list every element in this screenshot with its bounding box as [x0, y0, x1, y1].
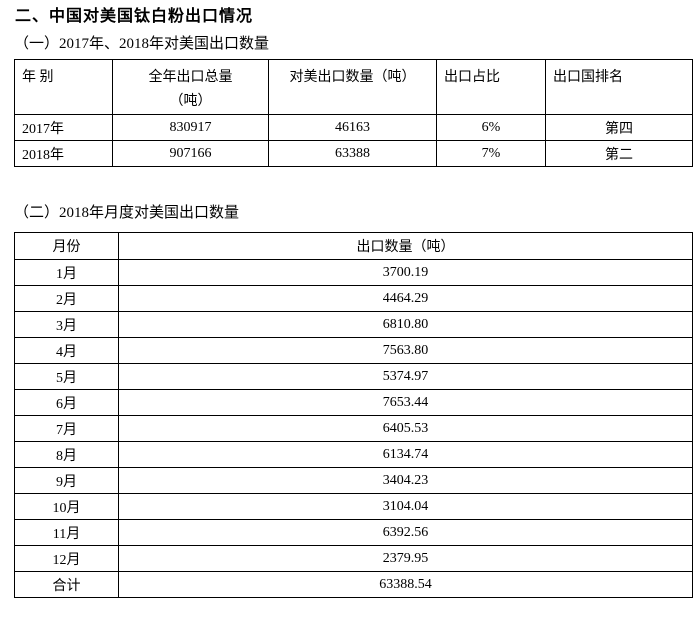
header-year: 年 别	[14, 59, 113, 115]
header-country-rank: 出口国排名	[545, 59, 693, 115]
month-cell: 7月	[14, 415, 119, 442]
header-us-quantity: 对美出口数量（吨）	[268, 59, 437, 115]
total-cell: 907166	[112, 140, 269, 167]
month-cell: 9月	[14, 467, 119, 494]
section1-heading: （一）2017年、2018年对美国出口数量	[14, 36, 270, 52]
month-cell: 11月	[14, 519, 119, 546]
monthly-export-table: 月份 出口数量（吨） 1月 3700.19 2月 4464.29 3月 6810…	[14, 232, 693, 598]
table-row: 4月 7563.80	[14, 337, 693, 364]
us-quantity-cell: 46163	[268, 114, 437, 141]
header-total-volume: 全年出口总量 （吨）	[112, 59, 269, 115]
table-row: 10月 3104.04	[14, 493, 693, 520]
month-cell: 4月	[14, 337, 119, 364]
month-cell: 5月	[14, 363, 119, 390]
table-row: 2月 4464.29	[14, 285, 693, 312]
quantity-cell: 6392.56	[118, 519, 693, 546]
quantity-cell: 7653.44	[118, 389, 693, 416]
page-title: 二、中国对美国钛白粉出口情况	[15, 8, 254, 25]
header-total-volume-line1: 全年出口总量	[148, 70, 233, 85]
quantity-cell: 6405.53	[118, 415, 693, 442]
month-cell: 3月	[14, 311, 119, 338]
year-cell: 2017年	[14, 114, 113, 141]
month-cell: 1月	[14, 259, 119, 286]
table-row: 11月 6392.56	[14, 519, 693, 546]
quantity-cell: 7563.80	[118, 337, 693, 364]
month-cell: 合计	[14, 571, 119, 598]
table-row: 1月 3700.19	[14, 259, 693, 286]
table-row: 8月 6134.74	[14, 441, 693, 468]
table-row: 6月 7653.44	[14, 389, 693, 416]
table-header-row: 年 别 全年出口总量 （吨） 对美出口数量（吨） 出口占比 出口国排名	[14, 59, 693, 115]
month-cell: 10月	[14, 493, 119, 520]
header-month: 月份	[14, 232, 119, 260]
table-row: 3月 6810.80	[14, 311, 693, 338]
month-cell: 8月	[14, 441, 119, 468]
quantity-cell: 3700.19	[118, 259, 693, 286]
header-total-volume-line2: （吨）	[169, 94, 212, 109]
table-row: 合计 63388.54	[14, 571, 693, 598]
rank-cell: 第四	[545, 114, 693, 141]
month-cell: 2月	[14, 285, 119, 312]
table-row: 5月 5374.97	[14, 363, 693, 390]
us-quantity-cell: 63388	[268, 140, 437, 167]
header-quantity: 出口数量（吨）	[118, 232, 693, 260]
quantity-cell: 2379.95	[118, 545, 693, 572]
quantity-cell: 63388.54	[118, 571, 693, 598]
quantity-cell: 5374.97	[118, 363, 693, 390]
month-cell: 6月	[14, 389, 119, 416]
table-row: 7月 6405.53	[14, 415, 693, 442]
year-cell: 2018年	[14, 140, 113, 167]
quantity-cell: 6134.74	[118, 441, 693, 468]
share-cell: 6%	[436, 114, 546, 141]
quantity-cell: 3404.23	[118, 467, 693, 494]
table-header-row: 月份 出口数量（吨）	[14, 232, 693, 260]
document-page: 二、中国对美国钛白粉出口情况 （一）2017年、2018年对美国出口数量 年 别…	[14, 8, 693, 598]
quantity-cell: 6810.80	[118, 311, 693, 338]
table-row: 12月 2379.95	[14, 545, 693, 572]
yearly-export-table: 年 别 全年出口总量 （吨） 对美出口数量（吨） 出口占比 出口国排名 2017…	[14, 59, 693, 167]
header-export-share: 出口占比	[436, 59, 546, 115]
share-cell: 7%	[436, 140, 546, 167]
table-row: 2018年 907166 63388 7% 第二	[14, 140, 693, 167]
table-row: 9月 3404.23	[14, 467, 693, 494]
section2-heading: （二）2018年月度对美国出口数量	[14, 205, 240, 221]
month-cell: 12月	[14, 545, 119, 572]
rank-cell: 第二	[545, 140, 693, 167]
quantity-cell: 4464.29	[118, 285, 693, 312]
table-row: 2017年 830917 46163 6% 第四	[14, 114, 693, 141]
quantity-cell: 3104.04	[118, 493, 693, 520]
total-cell: 830917	[112, 114, 269, 141]
